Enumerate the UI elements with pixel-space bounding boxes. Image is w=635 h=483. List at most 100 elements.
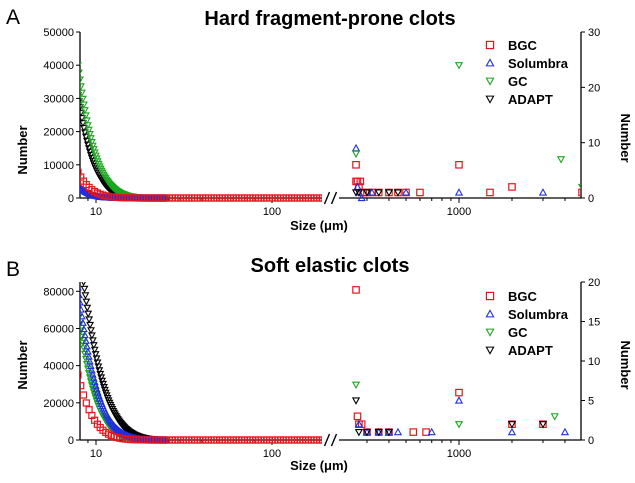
data-point-gc [577, 183, 581, 190]
y-tick-label-left: 0 [68, 193, 74, 205]
data-point-adapt [351, 397, 361, 405]
data-point-gc [351, 381, 361, 390]
legend-marker-adapt [485, 346, 495, 355]
y-tick-label-left: 0 [68, 435, 74, 447]
data-point-gc [84, 126, 93, 134]
y-tick-label-left: 40000 [43, 361, 74, 373]
data-point-gc [80, 95, 87, 103]
data-point-bgc [321, 194, 322, 202]
panel-label-b: B [6, 258, 20, 281]
legend-label-adapt: ADAPT [508, 343, 553, 358]
y-tick-label-left: 20000 [43, 127, 74, 139]
data-point-bgc [85, 406, 93, 414]
data-point-adapt [80, 98, 83, 104]
data-point-adapt [80, 285, 89, 293]
left-axis-series-a [80, 62, 322, 202]
data-point-solumbra [538, 188, 548, 196]
y-tick-label-left: 10000 [43, 160, 74, 172]
data-point-solumbra [401, 188, 411, 196]
data-point-bgc [353, 412, 362, 421]
data-point-bgc [356, 177, 365, 186]
y-tick-label-left: 20000 [43, 398, 74, 410]
y-tick-label-right: 5 [588, 396, 594, 408]
y-tick-label-right: 30 [588, 27, 600, 39]
x-tick-label: 1000 [447, 206, 471, 218]
data-point-solumbra [454, 188, 464, 196]
data-point-gc [454, 62, 464, 70]
data-point-solumbra [367, 188, 377, 196]
data-point-gc [85, 374, 94, 382]
data-point-adapt [80, 115, 86, 123]
y-tick-label-right: 20 [588, 82, 600, 94]
data-point-gc [85, 131, 94, 139]
data-point-gc [80, 327, 85, 335]
data-point-solumbra [427, 427, 436, 436]
data-point-gc [83, 122, 92, 130]
data-point-bgc [416, 188, 424, 197]
data-point-adapt [374, 189, 383, 197]
data-point-bgc [455, 161, 463, 169]
data-point-adapt [84, 145, 93, 153]
chart-title-b: Soft elastic clots [251, 255, 410, 277]
data-point-adapt [88, 337, 97, 345]
data-point-bgc [422, 428, 430, 436]
data-point-bgc [409, 428, 418, 436]
data-point-bgc [82, 399, 90, 407]
y-tick-label-right: 0 [588, 435, 594, 447]
data-point-bgc [486, 188, 494, 197]
data-point-gc [550, 413, 559, 421]
data-point-gc [556, 156, 566, 164]
data-point-adapt [81, 282, 86, 287]
y-tick-label-right: 0 [588, 193, 594, 205]
data-point-gc [80, 320, 84, 328]
data-point-adapt [93, 359, 102, 367]
x-axis-label-b: Size (μm) [290, 458, 348, 473]
legend-a: BGC Solumbra GC ADAPT [485, 38, 569, 107]
data-point-solumbra [80, 298, 84, 306]
data-point-adapt [82, 298, 91, 306]
right-axis-series-a [351, 62, 581, 202]
data-point-bgc [80, 371, 82, 379]
data-point-solumbra [357, 193, 366, 202]
axis-break-mark [330, 191, 338, 205]
data-point-bgc [352, 161, 360, 169]
data-point-adapt [81, 292, 90, 300]
data-point-solumbra [354, 419, 364, 428]
data-point-solumbra [80, 331, 89, 339]
data-point-adapt [354, 428, 364, 437]
data-point-gc [80, 314, 83, 320]
legend-marker-bgc [485, 40, 495, 50]
legend-marker-gc [485, 77, 495, 86]
legend-marker-solumbra [485, 309, 495, 318]
y-tick-label-left: 30000 [43, 93, 74, 105]
panel-a: A Hard fragment-prone clots Number Numbe… [6, 6, 633, 233]
data-point-gc [87, 382, 96, 390]
x-tick-label: 10 [90, 448, 102, 460]
data-point-bgc [318, 436, 322, 444]
data-point-gc [88, 385, 97, 393]
y-tick-label-left: 50000 [43, 27, 74, 39]
legend-label-adapt: ADAPT [508, 92, 553, 107]
data-point-solumbra [454, 396, 464, 404]
axes-b: 0 20000 40000 60000 80000 0 5 10 15 20 10 100 1000 [43, 277, 600, 460]
data-point-solumbra [351, 143, 361, 152]
legend-marker-solumbra [485, 58, 495, 67]
data-point-solumbra [84, 352, 93, 360]
data-point-solumbra [80, 292, 83, 299]
data-point-solumbra [82, 342, 91, 350]
y-tick-label-right: 10 [588, 138, 600, 150]
data-point-adapt [384, 189, 394, 197]
data-point-adapt [91, 351, 100, 359]
data-point-solumbra [393, 427, 403, 436]
data-point-adapt [362, 189, 372, 197]
data-point-adapt [538, 421, 548, 429]
data-point-adapt [82, 137, 91, 145]
data-point-adapt [507, 421, 517, 429]
data-point-solumbra [83, 347, 92, 355]
data-point-solumbra [80, 325, 88, 333]
legend-label-gc: GC [508, 325, 528, 340]
x-tick-label: 1000 [447, 448, 471, 460]
data-point-bgc [318, 194, 322, 202]
data-point-adapt [80, 129, 89, 137]
